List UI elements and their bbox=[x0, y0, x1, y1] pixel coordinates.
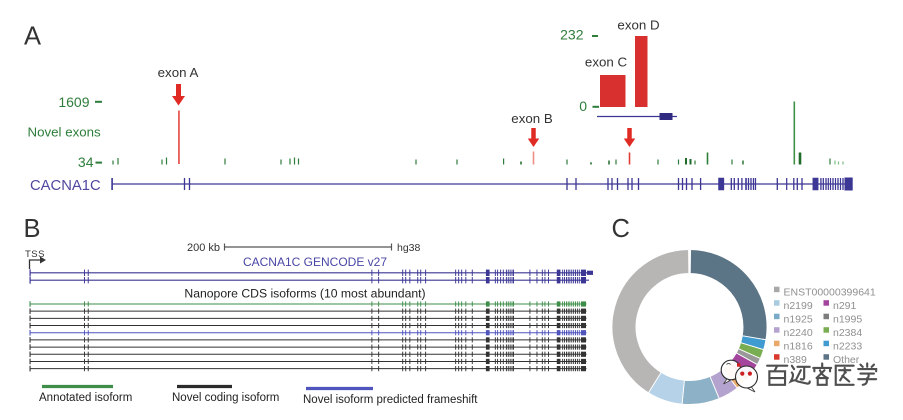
svg-text:C: C bbox=[612, 215, 630, 243]
svg-text:Nanopore CDS isoforms (10 most: Nanopore CDS isoforms (10 most abundant) bbox=[184, 287, 425, 301]
svg-text:CACNA1C GENCODE v27: CACNA1C GENCODE v27 bbox=[243, 255, 387, 269]
svg-text:exon B: exon B bbox=[511, 111, 553, 126]
svg-text:n1925: n1925 bbox=[784, 314, 813, 326]
svg-text:n2384: n2384 bbox=[833, 327, 862, 339]
svg-text:ENST00000399641: ENST00000399641 bbox=[784, 287, 876, 299]
svg-text:Novel exons: Novel exons bbox=[28, 124, 102, 139]
svg-text:B: B bbox=[24, 215, 41, 243]
svg-text:0: 0 bbox=[579, 98, 587, 114]
svg-text:232: 232 bbox=[560, 27, 584, 43]
svg-text:hg38: hg38 bbox=[397, 242, 421, 254]
svg-text:CACNA1C: CACNA1C bbox=[30, 178, 101, 194]
svg-text:n2199: n2199 bbox=[784, 300, 813, 312]
svg-text:exon A: exon A bbox=[158, 65, 199, 80]
svg-text:1609: 1609 bbox=[58, 94, 89, 110]
svg-text:TSS: TSS bbox=[25, 249, 45, 260]
svg-text:n2233: n2233 bbox=[833, 341, 862, 353]
svg-text:n1995: n1995 bbox=[833, 314, 862, 326]
svg-text:n291: n291 bbox=[833, 300, 857, 312]
svg-text:exon D: exon D bbox=[617, 18, 659, 33]
svg-text:n2240: n2240 bbox=[784, 327, 813, 339]
svg-text:200 kb: 200 kb bbox=[187, 242, 220, 254]
svg-text:Novel coding isoform: Novel coding isoform bbox=[172, 392, 279, 404]
svg-text:exon C: exon C bbox=[585, 55, 628, 70]
svg-text:n1816: n1816 bbox=[784, 341, 813, 353]
svg-text:A: A bbox=[24, 23, 41, 51]
svg-text:n389: n389 bbox=[784, 354, 808, 366]
svg-text:34: 34 bbox=[78, 154, 94, 170]
svg-text:Novel isoform predicted frames: Novel isoform predicted frameshift bbox=[303, 394, 478, 406]
svg-text:Other: Other bbox=[833, 354, 860, 366]
svg-text:Annotated isoform: Annotated isoform bbox=[39, 392, 132, 404]
